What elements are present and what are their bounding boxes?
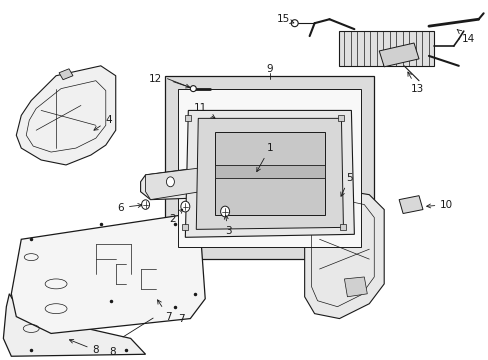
Polygon shape [215,165,324,178]
Text: 9: 9 [266,64,273,74]
Polygon shape [340,224,346,230]
Polygon shape [379,43,418,67]
Text: 12: 12 [149,74,162,84]
Ellipse shape [220,206,229,217]
Polygon shape [182,224,188,230]
Polygon shape [145,168,200,200]
Polygon shape [398,196,422,213]
Polygon shape [3,294,145,356]
Polygon shape [196,118,343,229]
Polygon shape [178,89,361,247]
Polygon shape [215,158,294,185]
Text: 14: 14 [456,30,474,44]
Polygon shape [185,111,354,237]
Polygon shape [344,277,366,297]
Polygon shape [215,132,324,215]
Text: 8: 8 [69,339,99,355]
Text: 5: 5 [340,173,352,196]
Text: 6: 6 [117,203,142,212]
Text: 8: 8 [108,347,115,357]
Text: 4: 4 [94,115,112,130]
Polygon shape [185,116,191,121]
Text: 3: 3 [224,215,231,237]
Ellipse shape [291,20,298,27]
Ellipse shape [166,177,174,187]
Text: 15: 15 [277,14,293,24]
Text: 2: 2 [169,209,183,224]
Text: 7: 7 [178,314,184,324]
Text: 10: 10 [426,199,452,210]
Ellipse shape [142,200,149,210]
Polygon shape [16,66,116,165]
Text: 13: 13 [407,72,423,94]
Polygon shape [11,215,205,333]
Polygon shape [339,31,433,66]
Text: 1: 1 [256,143,273,172]
Polygon shape [304,190,384,319]
Ellipse shape [190,86,196,91]
Polygon shape [59,69,73,80]
Polygon shape [165,76,373,259]
Text: 7: 7 [157,300,171,321]
Polygon shape [141,155,309,200]
Text: 11: 11 [193,103,215,118]
Ellipse shape [181,201,189,212]
Polygon shape [338,116,344,121]
